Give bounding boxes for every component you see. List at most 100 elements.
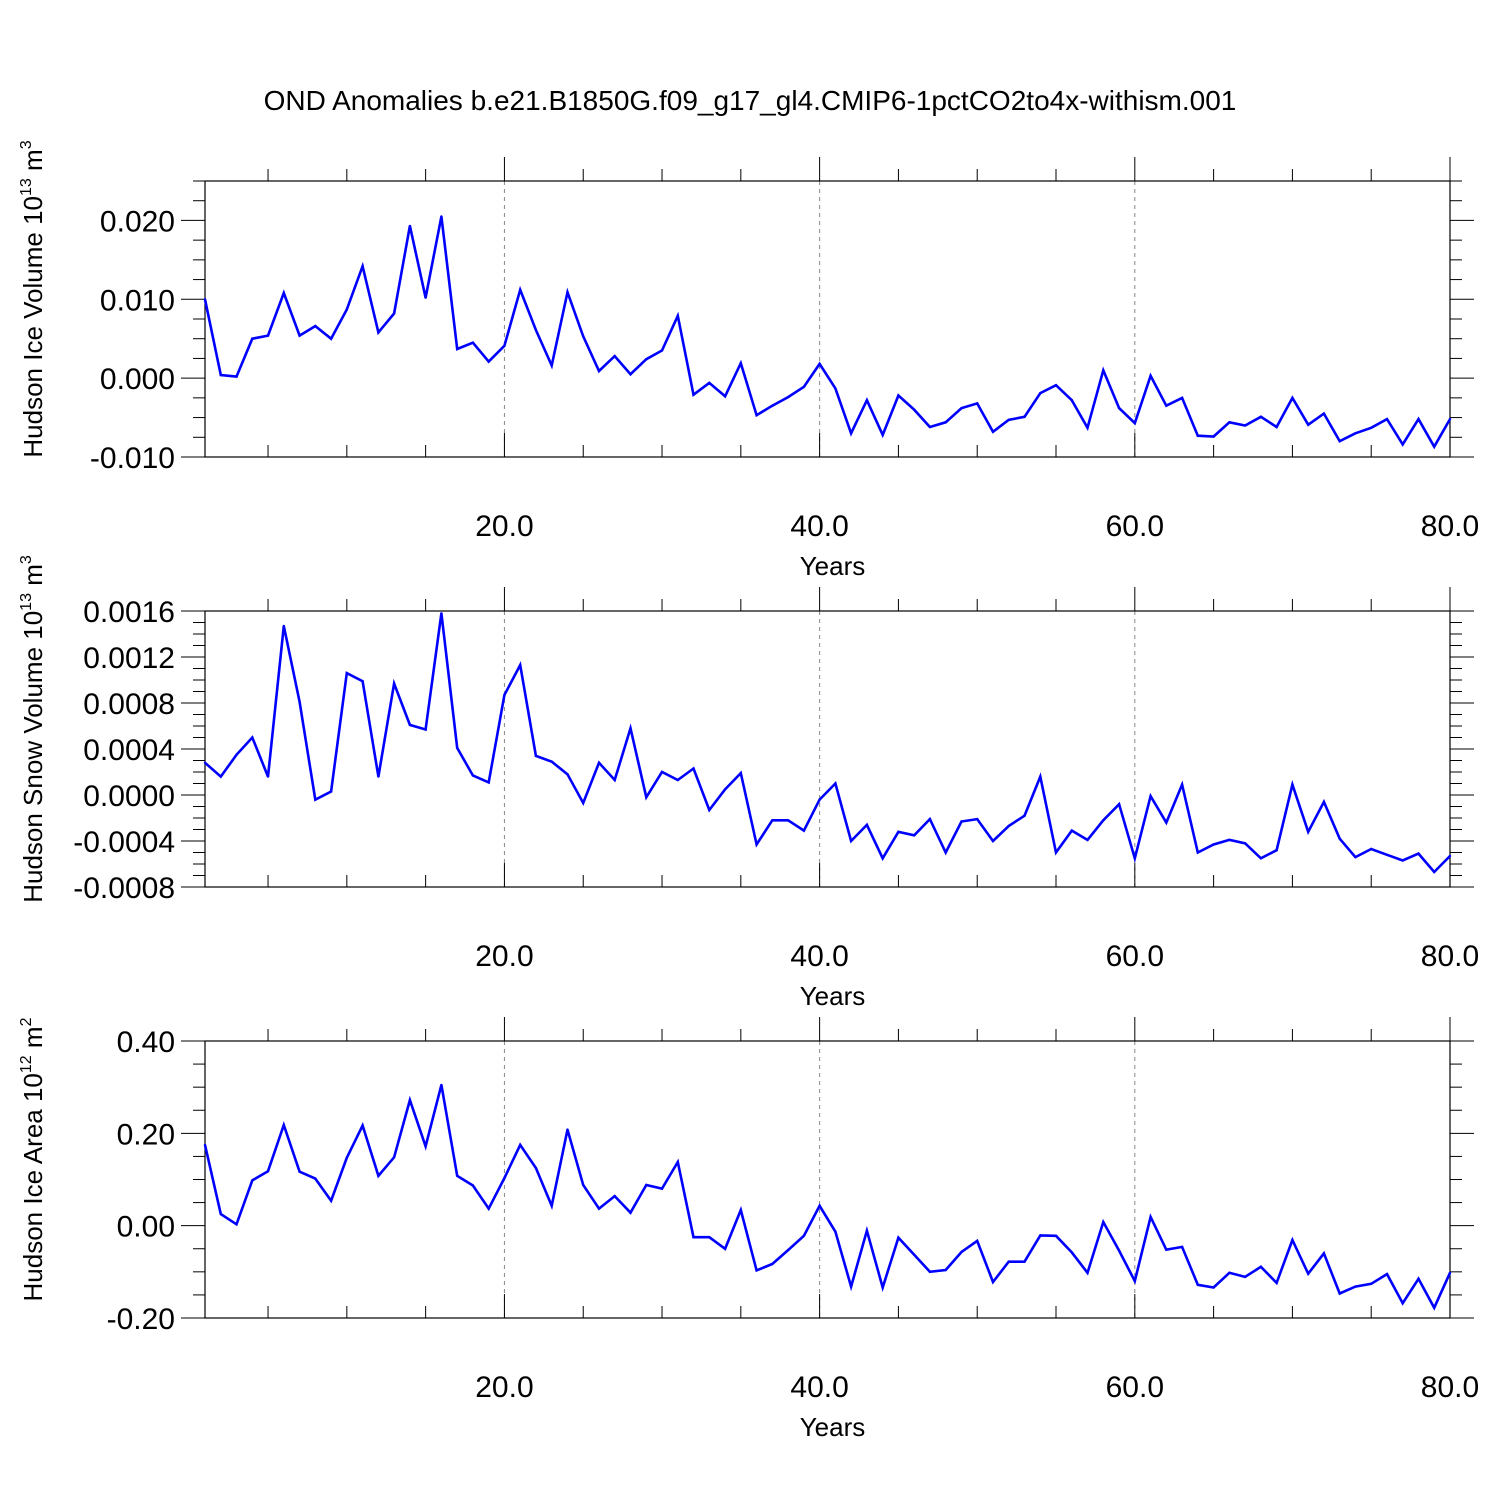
data-point xyxy=(471,1184,475,1187)
data-point xyxy=(865,399,869,402)
data-point xyxy=(1149,794,1152,798)
data-point xyxy=(708,381,711,385)
y-axis-label: Hudson Ice Area 1012 m2 xyxy=(18,1017,48,1301)
x-tick-label: 80.0 xyxy=(1421,940,1479,973)
data-point xyxy=(1023,814,1026,817)
x-tick-label: 80.0 xyxy=(1421,1371,1479,1404)
data-point xyxy=(1322,1252,1326,1255)
data-point xyxy=(1354,1285,1357,1288)
data-point xyxy=(235,375,238,378)
data-point xyxy=(818,1204,821,1208)
y-axis-label-unit-exponent: 3 xyxy=(18,140,35,149)
data-point xyxy=(1070,829,1074,832)
y-axis-label-main: Hudson Snow Volume 10 xyxy=(18,611,48,903)
data-point xyxy=(834,782,837,785)
data-point xyxy=(1370,1282,1373,1286)
y-tick-label: 0.40 xyxy=(117,1026,175,1059)
data-point xyxy=(1228,421,1231,424)
data-point xyxy=(1117,1249,1121,1252)
data-point xyxy=(865,823,869,827)
data-point xyxy=(314,798,317,801)
data-point xyxy=(377,775,380,778)
data-point xyxy=(818,798,821,801)
data-point xyxy=(1401,859,1404,862)
data-point xyxy=(771,819,774,822)
data-point xyxy=(282,291,285,295)
data-point xyxy=(550,1204,553,1208)
data-point xyxy=(865,1229,869,1232)
data-point xyxy=(582,1183,585,1187)
data-point xyxy=(440,612,443,615)
data-point xyxy=(1165,821,1168,824)
data-point xyxy=(550,364,553,367)
data-point xyxy=(897,1236,900,1239)
x-tick-label: 60.0 xyxy=(1106,940,1164,973)
data-point xyxy=(1212,1286,1215,1289)
data-point xyxy=(566,1128,569,1131)
data-point xyxy=(471,341,475,344)
data-point xyxy=(1291,783,1294,786)
data-point xyxy=(219,373,222,377)
data-point xyxy=(771,1262,774,1266)
data-point xyxy=(913,834,916,837)
y-tick-label: -0.0004 xyxy=(73,826,175,859)
data-point xyxy=(645,358,648,361)
data-point xyxy=(298,1170,301,1173)
data-point xyxy=(1054,384,1058,387)
y-axis-label: Hudson Ice Volume 1013 m3 xyxy=(18,140,48,457)
data-point xyxy=(976,817,979,821)
data-point xyxy=(1448,854,1452,858)
data-point xyxy=(487,1207,490,1210)
data-point xyxy=(282,624,285,628)
data-point xyxy=(1007,824,1010,828)
data-point xyxy=(519,288,522,291)
data-point xyxy=(1354,432,1357,435)
data-point xyxy=(834,1230,837,1233)
data-point xyxy=(629,373,632,376)
y-tick-label: 0.0008 xyxy=(83,688,175,721)
data-point xyxy=(314,1177,317,1180)
x-tick-label: 80.0 xyxy=(1421,510,1479,543)
data-point xyxy=(660,349,664,352)
data-point xyxy=(1196,434,1200,437)
data-point xyxy=(834,387,837,390)
data-point xyxy=(1007,418,1010,422)
data-point xyxy=(487,360,490,363)
data-point xyxy=(408,723,412,727)
data-point xyxy=(739,771,742,775)
data-point xyxy=(1212,435,1215,438)
data-point xyxy=(456,1174,459,1178)
data-point xyxy=(1307,423,1310,426)
data-point xyxy=(566,291,569,294)
data-point xyxy=(1243,1275,1247,1279)
data-point xyxy=(1338,837,1341,840)
data-point xyxy=(1228,1271,1231,1275)
data-point xyxy=(1023,415,1026,418)
data-point xyxy=(613,354,616,358)
data-point xyxy=(266,1170,270,1173)
data-point xyxy=(976,402,979,405)
data-point xyxy=(723,395,727,398)
plot-panels: -0.010 0.000 0.010 0.020 20.0 40.0 60.0 80.0 Yea… xyxy=(18,140,1479,1442)
x-tick-label: 40.0 xyxy=(790,510,848,543)
data-point xyxy=(377,1174,380,1178)
data-point xyxy=(408,224,412,228)
data-point xyxy=(219,775,222,778)
data-point xyxy=(1149,1215,1152,1219)
data-point xyxy=(1370,426,1373,429)
series-line xyxy=(203,216,1452,450)
data-point xyxy=(203,298,207,301)
data-point xyxy=(1401,443,1404,446)
data-point xyxy=(1243,842,1247,845)
data-point xyxy=(991,430,995,433)
data-point xyxy=(235,1223,238,1226)
data-point xyxy=(1322,800,1326,804)
data-point xyxy=(849,432,853,435)
x-tick-label: 40.0 xyxy=(790,1371,848,1404)
data-point xyxy=(534,328,538,332)
data-point xyxy=(881,1286,884,1289)
data-point xyxy=(692,767,695,770)
data-point xyxy=(329,1199,333,1202)
data-point xyxy=(1275,1281,1278,1285)
data-point xyxy=(1417,1277,1420,1281)
